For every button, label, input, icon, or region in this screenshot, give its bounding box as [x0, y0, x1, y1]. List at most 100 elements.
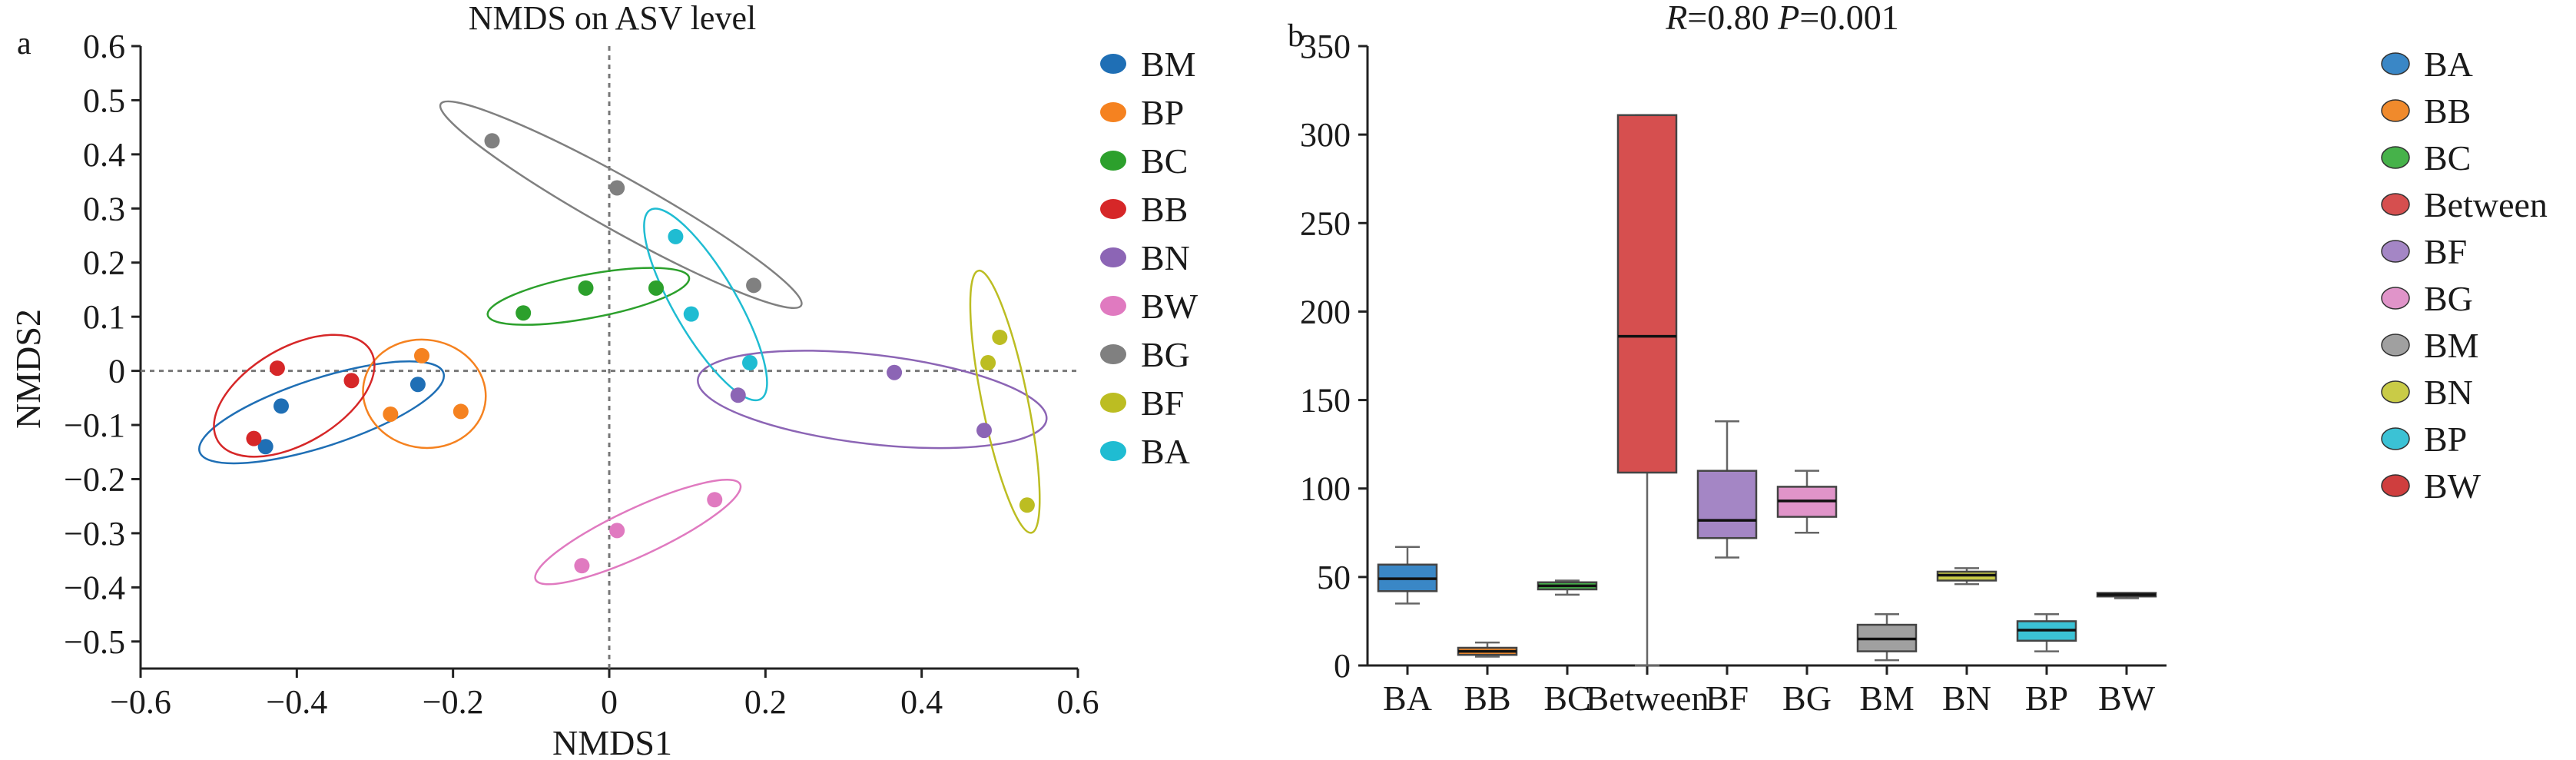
panel-b-x-tick-label: BA	[1383, 679, 1432, 718]
point-bc	[578, 280, 594, 296]
panel-b-y-tick-label: 0	[1334, 647, 1351, 685]
legend-marker-bp	[1100, 102, 1126, 122]
panel-b-x-tick-label: BW	[2098, 679, 2156, 718]
legend-marker-bg	[2381, 287, 2410, 310]
legend-marker-bn	[1100, 247, 1126, 267]
ellipse-bp	[362, 338, 487, 450]
panel-a-ylabel: NMDS2	[8, 309, 48, 429]
panel-b-y-tick-label: 100	[1300, 470, 1351, 508]
point-bw	[574, 558, 590, 574]
panel-a-y-tick-label: 0.2	[83, 244, 125, 282]
legend-label-ba: BA	[1141, 432, 1190, 471]
point-ba	[683, 306, 699, 322]
ellipse-bm	[198, 360, 446, 465]
point-ba	[742, 355, 758, 371]
legend-label-bf: BF	[2424, 232, 2467, 271]
panel-b-y-tick-label: 250	[1300, 204, 1351, 242]
point-bg	[484, 133, 500, 149]
legend-label-bb: BB	[1141, 190, 1188, 229]
legend-marker-bf	[2381, 240, 2410, 263]
point-bm	[257, 439, 274, 455]
legend-label-bf: BF	[1141, 383, 1184, 423]
point-bn	[730, 387, 746, 403]
panel-b-x-tick-label: BF	[1706, 679, 1749, 718]
point-bb	[269, 360, 285, 377]
legend-label-bn: BN	[1141, 238, 1190, 277]
legend-label-bm: BM	[2424, 326, 2479, 365]
legend-label-bg: BG	[2424, 279, 2473, 318]
panel-a-x-tick-label: 0.6	[1057, 683, 1099, 721]
panel-b-x-tick-label: BB	[1464, 679, 1510, 718]
panel-b-y-tick-label: 150	[1300, 382, 1351, 420]
point-bf	[980, 355, 996, 371]
legend-marker-bb	[1100, 199, 1126, 219]
panel-a-label: a	[17, 26, 31, 61]
panel-a-y-tick-label: 0.1	[83, 298, 125, 336]
legend-label-bp: BP	[2424, 420, 2467, 459]
panel-a-y-tick-label: 0.4	[83, 136, 125, 174]
panel-b-x-tick-label: BC	[1543, 679, 1590, 718]
legend-marker-ba	[2381, 52, 2410, 75]
panel-b-label: b	[1288, 18, 1304, 54]
legend-marker-bc	[2381, 146, 2410, 169]
panel-b-x-tick-label: BG	[1782, 679, 1832, 718]
panel-a-y-tick-label: 0.6	[83, 28, 125, 65]
legend-label-bm: BM	[1141, 45, 1196, 84]
panel-b-y-tick-label: 200	[1300, 293, 1351, 330]
ellipse-bw	[534, 479, 742, 586]
panel-a-y-tick-label: −0.2	[64, 460, 125, 498]
legend-label-bc: BC	[2424, 138, 2471, 178]
ellipse-ba	[643, 207, 768, 402]
point-bg	[746, 277, 762, 294]
legend-marker-between	[2381, 193, 2410, 216]
legend-marker-bc	[1100, 151, 1126, 171]
panel-a-xlabel: NMDS1	[552, 723, 672, 760]
ellipse-bg	[439, 100, 803, 310]
point-bp	[383, 406, 399, 422]
box-between	[1616, 114, 1678, 474]
legend-marker-bp	[2381, 427, 2410, 450]
panel-a-title: NMDS on ASV level	[469, 0, 756, 37]
point-bf	[1019, 497, 1035, 513]
panel-a-x-tick-label: −0.4	[266, 683, 327, 721]
legend-marker-bb	[2381, 99, 2410, 122]
panel-a-y-tick-label: −0.3	[64, 515, 125, 553]
legend-marker-ba	[1100, 441, 1126, 461]
point-bn	[976, 423, 992, 439]
title-r-symbol: R	[1665, 0, 1687, 37]
point-bp	[453, 403, 469, 420]
panel-a-y-tick-label: −0.5	[64, 623, 125, 661]
box-bf	[1696, 470, 1758, 539]
ellipse-bb	[213, 334, 376, 458]
point-bb	[343, 373, 360, 389]
panel-a-y-tick-label: −0.1	[64, 407, 125, 444]
panel-a-y-tick-label: 0.3	[83, 190, 125, 227]
title-r-value: =0.80	[1687, 0, 1778, 37]
panel-a-x-tick-label: −0.2	[423, 683, 484, 721]
panel-a-x-tick-label: 0.2	[744, 683, 787, 721]
panel-a-x-tick-label: −0.6	[110, 683, 171, 721]
panel-a-x-tick-label: 0.4	[900, 683, 943, 721]
ellipse-bc	[486, 267, 691, 326]
panel-a-y-tick-label: 0	[108, 353, 125, 390]
legend-label-bg: BG	[1141, 335, 1190, 374]
legend-marker-bm	[2381, 334, 2410, 357]
point-ba	[668, 228, 684, 244]
legend-marker-bf	[1100, 393, 1126, 413]
panel-a-y-tick-label: 0.5	[83, 81, 125, 119]
ellipse-bn	[697, 350, 1048, 450]
panel-a-y-tick-label: −0.4	[64, 569, 125, 606]
legend-marker-bw	[1100, 296, 1126, 316]
point-bw	[609, 523, 625, 539]
legend-label-ba: BA	[2424, 45, 2473, 84]
panel-a-x-tick-label: 0	[601, 683, 618, 721]
legend-label-between: Between	[2424, 185, 2548, 224]
legend-marker-bm	[1100, 54, 1126, 74]
legend-label-bw: BW	[2424, 466, 2482, 506]
point-bb	[246, 430, 262, 446]
legend-label-bn: BN	[2424, 373, 2473, 412]
legend-label-bb: BB	[2424, 91, 2471, 131]
panel-b-x-tick-label: BN	[1942, 679, 1991, 718]
